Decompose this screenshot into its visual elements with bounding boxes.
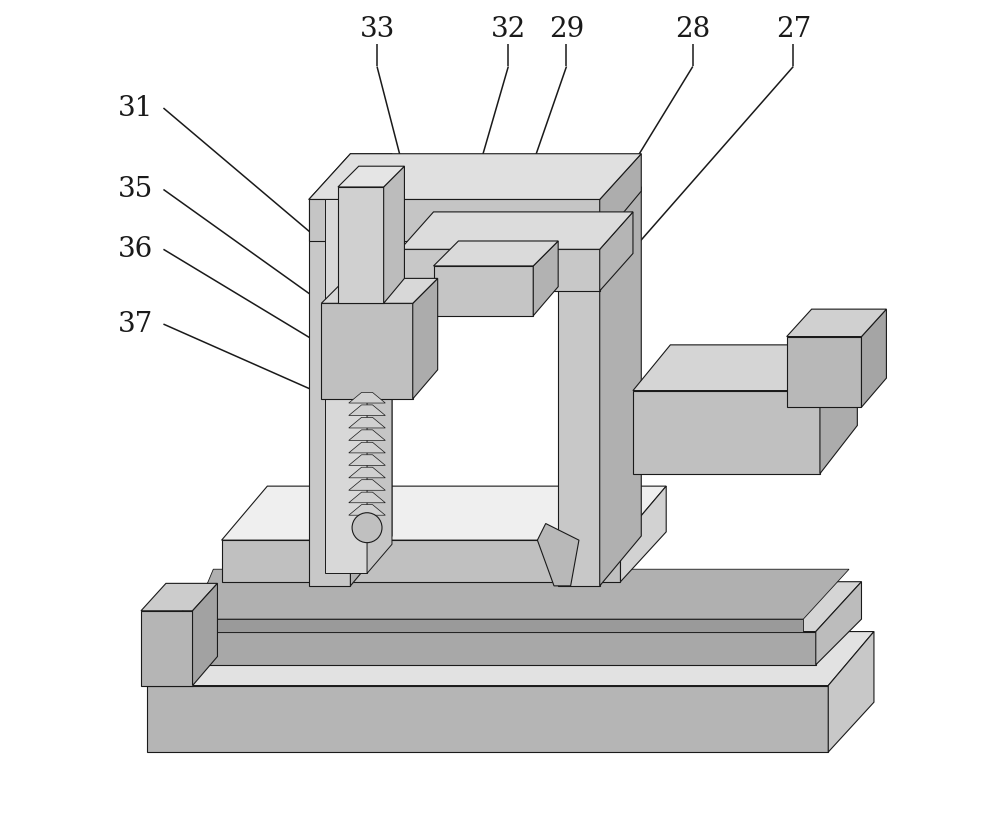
Polygon shape: [193, 619, 803, 632]
Polygon shape: [787, 309, 886, 337]
Polygon shape: [338, 166, 404, 187]
Polygon shape: [163, 632, 816, 665]
Text: 35: 35: [118, 176, 153, 203]
Polygon shape: [349, 479, 385, 490]
Polygon shape: [193, 583, 217, 686]
Polygon shape: [338, 187, 384, 303]
Text: 29: 29: [549, 16, 584, 42]
Polygon shape: [147, 686, 828, 752]
Polygon shape: [193, 569, 849, 619]
Polygon shape: [434, 241, 558, 266]
Polygon shape: [820, 345, 857, 474]
Polygon shape: [309, 199, 600, 241]
Polygon shape: [349, 492, 385, 503]
Polygon shape: [349, 392, 385, 403]
Text: 37: 37: [118, 311, 153, 337]
Polygon shape: [816, 582, 861, 665]
Circle shape: [352, 513, 382, 543]
Text: 32: 32: [491, 16, 526, 42]
Polygon shape: [828, 632, 874, 752]
Polygon shape: [349, 504, 385, 515]
Polygon shape: [413, 278, 438, 399]
Polygon shape: [558, 233, 600, 586]
Polygon shape: [861, 309, 886, 407]
Polygon shape: [349, 430, 385, 440]
Polygon shape: [384, 166, 404, 303]
Polygon shape: [349, 405, 385, 416]
Polygon shape: [349, 442, 385, 453]
Polygon shape: [600, 154, 641, 241]
Text: 27: 27: [776, 16, 811, 42]
Polygon shape: [350, 154, 392, 586]
Polygon shape: [600, 212, 633, 291]
Polygon shape: [600, 187, 641, 586]
Text: 31: 31: [118, 95, 153, 121]
Polygon shape: [349, 455, 385, 465]
Polygon shape: [321, 278, 438, 303]
Polygon shape: [537, 524, 579, 586]
Polygon shape: [620, 486, 666, 582]
Polygon shape: [321, 303, 413, 399]
Polygon shape: [349, 417, 385, 428]
Polygon shape: [309, 199, 350, 586]
Text: 33: 33: [359, 16, 395, 42]
Polygon shape: [400, 249, 600, 291]
Polygon shape: [533, 241, 558, 316]
Polygon shape: [633, 345, 857, 391]
Polygon shape: [141, 583, 217, 611]
Polygon shape: [400, 212, 633, 249]
Polygon shape: [349, 467, 385, 478]
Polygon shape: [222, 486, 666, 540]
Polygon shape: [309, 154, 641, 199]
Polygon shape: [633, 391, 820, 474]
Polygon shape: [163, 582, 861, 632]
Polygon shape: [325, 199, 367, 573]
Polygon shape: [434, 266, 533, 316]
Polygon shape: [558, 187, 641, 233]
Polygon shape: [141, 611, 193, 686]
Polygon shape: [147, 632, 874, 686]
Polygon shape: [367, 175, 392, 573]
Polygon shape: [222, 540, 620, 582]
Polygon shape: [787, 337, 861, 407]
Text: 28: 28: [675, 16, 710, 42]
Text: 36: 36: [118, 236, 153, 263]
Polygon shape: [309, 154, 392, 199]
